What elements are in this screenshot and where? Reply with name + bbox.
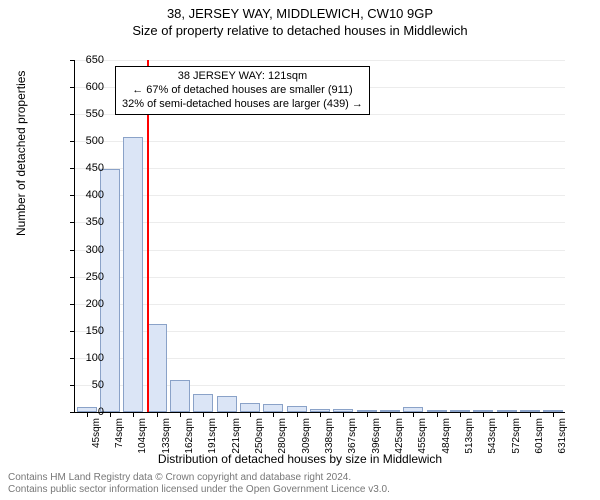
- x-tick-mark: [180, 412, 181, 417]
- plot-area: 45sqm74sqm104sqm133sqm162sqm191sqm221sqm…: [74, 60, 565, 413]
- x-tick-mark: [343, 412, 344, 417]
- x-tick-mark: [483, 412, 484, 417]
- x-tick-label: 513sqm: [464, 418, 475, 454]
- y-tick-label: 250: [86, 271, 104, 283]
- y-tick-label: 200: [86, 298, 104, 310]
- x-tick-mark: [227, 412, 228, 417]
- y-tick-mark: [70, 141, 75, 142]
- x-tick-label: 484sqm: [441, 418, 452, 454]
- x-tick-mark: [530, 412, 531, 417]
- callout-line: 38 JERSEY WAY: 121sqm: [122, 70, 363, 84]
- x-tick-label: 250sqm: [254, 418, 265, 454]
- y-tick-label: 550: [86, 108, 104, 120]
- y-tick-mark: [70, 385, 75, 386]
- y-tick-label: 400: [86, 189, 104, 201]
- x-tick-label: 396sqm: [371, 418, 382, 454]
- x-tick-label: 74sqm: [114, 418, 125, 448]
- histogram-bar: [170, 380, 190, 412]
- x-tick-mark: [553, 412, 554, 417]
- x-axis-label: Distribution of detached houses by size …: [0, 452, 600, 466]
- y-tick-mark: [70, 277, 75, 278]
- x-tick-label: 191sqm: [207, 418, 218, 454]
- x-tick-mark: [320, 412, 321, 417]
- y-tick-mark: [70, 304, 75, 305]
- histogram-bar: [217, 396, 237, 412]
- chart-container: 38, JERSEY WAY, MIDDLEWICH, CW10 9GP Siz…: [0, 0, 600, 500]
- x-tick-label: 45sqm: [91, 418, 102, 448]
- y-tick-mark: [70, 195, 75, 196]
- y-tick-label: 0: [98, 406, 104, 418]
- x-tick-mark: [367, 412, 368, 417]
- page-title-address: 38, JERSEY WAY, MIDDLEWICH, CW10 9GP: [0, 0, 600, 21]
- callout-line: 32% of semi-detached houses are larger (…: [122, 98, 363, 112]
- y-tick-mark: [70, 60, 75, 61]
- histogram-bar: [100, 169, 120, 412]
- x-tick-label: 367sqm: [347, 418, 358, 454]
- y-tick-mark: [70, 168, 75, 169]
- x-tick-label: 280sqm: [277, 418, 288, 454]
- x-tick-label: 425sqm: [394, 418, 405, 454]
- y-tick-label: 350: [86, 216, 104, 228]
- y-tick-label: 150: [86, 325, 104, 337]
- y-tick-mark: [70, 87, 75, 88]
- histogram-bar: [263, 404, 283, 412]
- x-tick-label: 543sqm: [487, 418, 498, 454]
- y-tick-mark: [70, 250, 75, 251]
- x-tick-label: 162sqm: [184, 418, 195, 454]
- x-tick-label: 104sqm: [137, 418, 148, 454]
- x-tick-mark: [390, 412, 391, 417]
- histogram-bar: [147, 324, 167, 412]
- x-tick-mark: [250, 412, 251, 417]
- y-axis-label: Number of detached properties: [14, 71, 28, 236]
- y-tick-label: 500: [86, 135, 104, 147]
- x-tick-mark: [413, 412, 414, 417]
- y-tick-label: 600: [86, 81, 104, 93]
- x-tick-label: 309sqm: [301, 418, 312, 454]
- x-tick-mark: [437, 412, 438, 417]
- x-tick-mark: [507, 412, 508, 417]
- x-tick-mark: [273, 412, 274, 417]
- y-tick-label: 100: [86, 352, 104, 364]
- y-tick-label: 50: [92, 379, 104, 391]
- footer-line1: Contains HM Land Registry data © Crown c…: [8, 472, 390, 484]
- x-tick-label: 572sqm: [511, 418, 522, 454]
- y-tick-label: 300: [86, 244, 104, 256]
- y-tick-mark: [70, 222, 75, 223]
- x-tick-label: 601sqm: [534, 418, 545, 454]
- x-tick-label: 631sqm: [557, 418, 568, 454]
- y-tick-mark: [70, 412, 75, 413]
- chart-area: 45sqm74sqm104sqm133sqm162sqm191sqm221sqm…: [74, 60, 564, 412]
- x-tick-label: 133sqm: [161, 418, 172, 454]
- callout-line: ← 67% of detached houses are smaller (91…: [122, 84, 363, 98]
- x-tick-mark: [203, 412, 204, 417]
- y-tick-label: 650: [86, 54, 104, 66]
- page-subtitle: Size of property relative to detached ho…: [0, 21, 600, 42]
- callout-box: 38 JERSEY WAY: 121sqm← 67% of detached h…: [115, 66, 370, 115]
- histogram-bar: [123, 137, 143, 412]
- x-tick-mark: [87, 412, 88, 417]
- x-tick-mark: [133, 412, 134, 417]
- x-tick-label: 338sqm: [324, 418, 335, 454]
- histogram-bar: [193, 394, 213, 412]
- x-tick-mark: [157, 412, 158, 417]
- x-tick-mark: [110, 412, 111, 417]
- y-tick-label: 450: [86, 162, 104, 174]
- x-tick-label: 221sqm: [231, 418, 242, 454]
- footer-line2: Contains public sector information licen…: [8, 484, 390, 496]
- histogram-bar: [240, 403, 260, 412]
- y-tick-mark: [70, 358, 75, 359]
- x-tick-mark: [460, 412, 461, 417]
- x-tick-mark: [297, 412, 298, 417]
- x-tick-label: 455sqm: [417, 418, 428, 454]
- y-tick-mark: [70, 114, 75, 115]
- footer-attribution: Contains HM Land Registry data © Crown c…: [8, 472, 390, 496]
- y-tick-mark: [70, 331, 75, 332]
